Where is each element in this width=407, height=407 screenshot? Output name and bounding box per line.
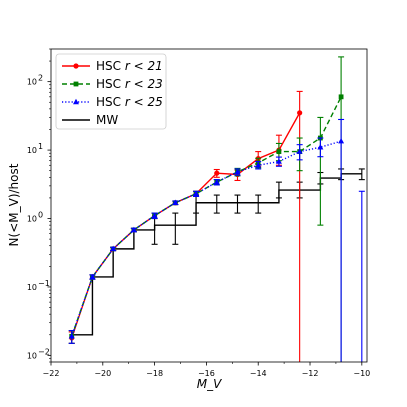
legend-label-math: r < 25 [125,95,163,109]
legend-entry: HSC r < 21 [62,59,163,73]
y-tick-label: 10 [27,78,37,87]
series-line [71,140,342,337]
legend-label: HSC r < 23 [96,77,163,91]
x-axis-label: M_V [197,377,222,391]
y-tick-exponent: 1 [38,142,43,151]
legend-entry: HSC r < 23 [62,77,163,91]
data-point-triangle [68,333,75,339]
legend-label-main: HSC [96,59,125,73]
data-point-triangle [151,212,158,218]
plot-frame [50,48,368,363]
legend-label-main: HSC [96,77,125,91]
data-layer [68,56,365,362]
legend-label-main: MW [96,113,118,127]
series-hsc-r-25 [68,118,365,362]
legend-label: MW [96,113,118,127]
legend-label-main: HSC [96,95,125,109]
x-tick-label: −16 [198,369,215,378]
data-point-square [338,94,344,100]
data-point-triangle [234,168,241,175]
x-tick-label: −12 [302,369,319,378]
x-tick-label: −20 [94,369,111,378]
data-point-triangle [255,162,262,168]
data-point-triangle [73,98,79,105]
legend-entry: HSC r < 25 [62,95,163,109]
data-point-triangle [193,190,200,196]
x-tick-label: −10 [353,369,370,378]
data-point-circle [214,170,220,176]
data-point-triangle [213,178,220,185]
legend-label: HSC r < 21 [96,59,163,73]
legend-label-math: r < 21 [125,59,163,73]
data-point-triangle [317,144,324,150]
y-tick-exponent: −2 [38,347,50,356]
data-point-triangle [338,137,345,144]
y-tick-label: 10 [27,351,37,360]
x-tick-label: −14 [250,369,267,378]
data-point-triangle [275,158,282,164]
data-point-circle [297,110,303,116]
y-axis-label: N(<M_V)/host [7,163,21,246]
legend-entry: MW [62,113,118,127]
data-point-triangle [130,226,137,233]
data-point-triangle [296,148,303,154]
y-tick-label: 10 [27,283,37,292]
data-point-square [276,149,282,155]
x-tick-label: −18 [146,369,163,378]
y-tick-label: 10 [27,146,37,155]
legend-box [55,53,167,130]
y-tick-exponent: −1 [38,279,50,288]
data-point-triangle [172,199,179,205]
y-tick-exponent: 0 [38,211,43,220]
data-point-triangle [110,245,117,252]
data-point-square [73,81,79,87]
y-tick-exponent: 2 [38,74,43,83]
data-point-triangle [89,273,96,280]
x-tick-label: −22 [43,369,60,378]
y-tick-label: 10 [27,215,37,224]
data-point-circle [73,63,79,69]
series-line [71,96,342,337]
legend-label: HSC r < 25 [96,95,163,109]
legend-label-math: r < 23 [125,77,163,91]
